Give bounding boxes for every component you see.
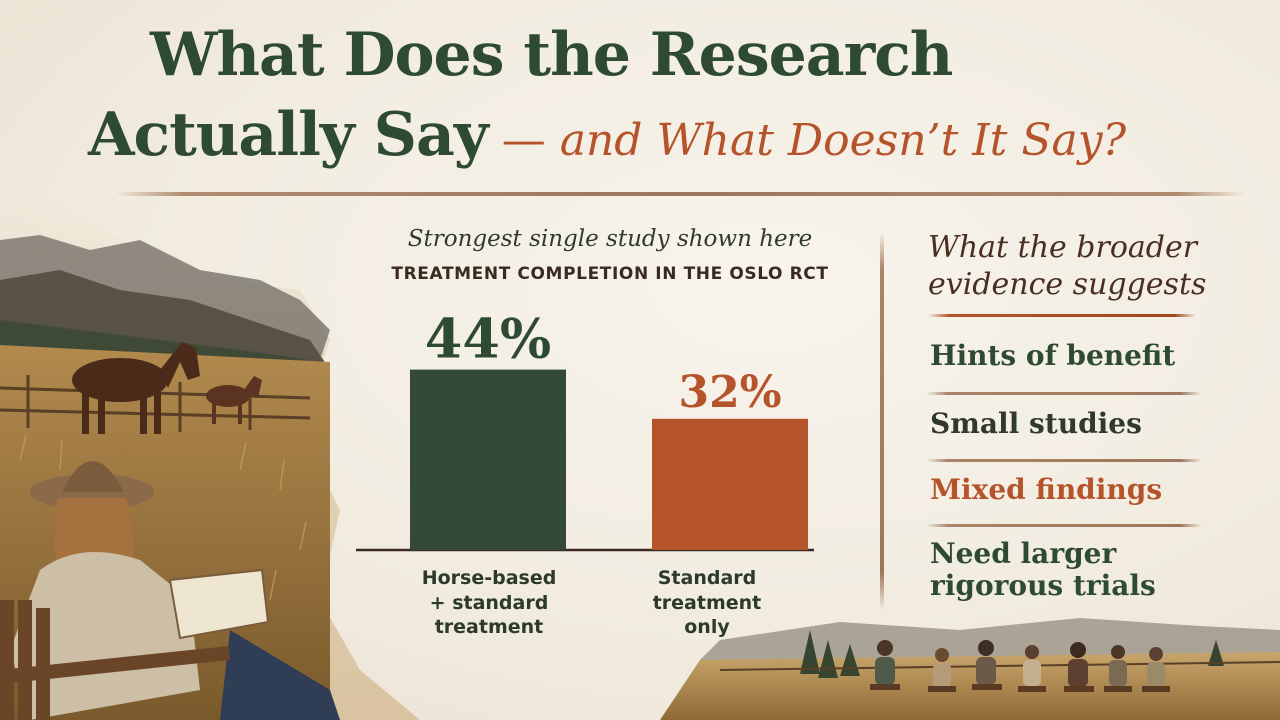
category-label-line: Horse-based: [421, 567, 557, 589]
completion-bar-chart: 44% 32%: [356, 307, 814, 552]
chart-subtitle: Strongest single study shown here: [407, 226, 813, 252]
page-title-line1: What Does the Research: [150, 20, 953, 90]
page-title-accent: — and What Doesn’t It Say?: [501, 115, 1127, 166]
value-label-horse-based: 44%: [425, 307, 551, 371]
category-label-line: Standard: [657, 567, 757, 589]
page-title-main: Actually Say: [88, 100, 489, 170]
evidence-item-text: Mixed findings: [930, 473, 1163, 506]
section-divider: [880, 232, 884, 610]
page-title-line2: Actually Say — and What Doesn’t It Say?: [88, 100, 1126, 170]
evidence-item-text: Need larger: [930, 537, 1117, 570]
evidence-item-mixed-findings: Mixed findings: [930, 473, 1163, 506]
evidence-item-text: rigorous trials: [930, 569, 1156, 603]
evidence-heading-line1: What the broader: [928, 230, 1198, 265]
foal-icon: [206, 376, 262, 424]
evidence-item-small-studies: Small studies: [930, 407, 1142, 440]
evidence-item-hints-of-benefit: Hints of benefit: [930, 339, 1176, 372]
category-label-line: treatment: [434, 616, 544, 639]
evidence-heading: What the broader evidence suggests: [928, 230, 1228, 303]
evidence-rule: [926, 392, 1202, 395]
bar-horse-based: [410, 369, 566, 550]
category-label-line: only: [684, 616, 730, 639]
value-label-standard-only: 32%: [678, 367, 781, 418]
wooden-chairs: [870, 684, 1170, 692]
evidence-rule: [926, 459, 1202, 462]
category-label-horse-based: Horse-based + standard treatment: [404, 566, 574, 640]
evidence-heading-line2: evidence suggests: [928, 266, 1207, 302]
group-circle-illustration: [660, 618, 1280, 720]
chart-title: TREATMENT COMPLETION IN THE OSLO RCT: [391, 264, 829, 284]
adirondack-chair: [0, 600, 231, 720]
bar-standard-only: [652, 418, 808, 550]
title-divider: [115, 192, 1245, 196]
evidence-item-text: Hints of benefit: [930, 339, 1176, 372]
seated-people: [875, 640, 1165, 687]
evidence-rule: [926, 524, 1202, 527]
evidence-item-text: Small studies: [930, 407, 1142, 440]
evidence-heading-underline: [928, 314, 1196, 317]
horse-icon: [72, 342, 200, 434]
category-label-standard-only: Standard treatment only: [622, 566, 792, 640]
ranch-illustration: [0, 170, 420, 720]
category-label-line: treatment: [652, 591, 762, 614]
category-label-line: + standard: [429, 591, 549, 614]
evidence-item-need-larger-trials: Need larger rigorous trials: [930, 537, 1156, 603]
